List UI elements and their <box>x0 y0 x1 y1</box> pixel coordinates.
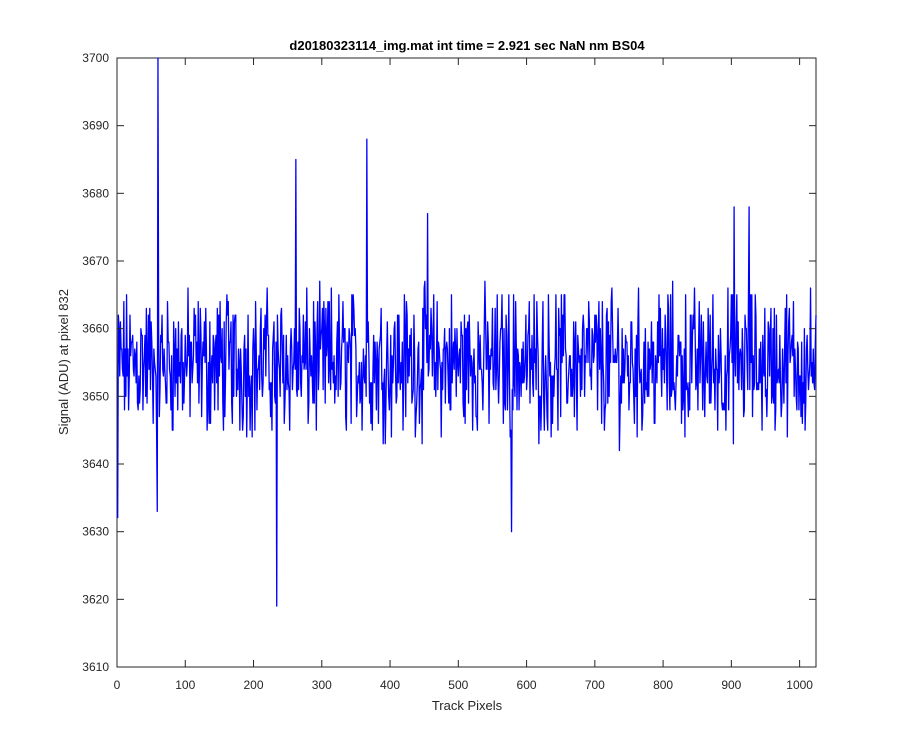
x-tick-label: 900 <box>721 678 741 692</box>
y-tick-label: 3690 <box>82 119 109 133</box>
series-line <box>117 57 817 607</box>
x-tick-label: 1000 <box>786 678 813 692</box>
x-axis-ticks: 0 100 200 300 400 500 600 700 800 900 1000 <box>114 58 813 692</box>
y-tick-label: 3680 <box>82 186 109 200</box>
x-tick-label: 100 <box>175 678 195 692</box>
y-axis-ticks: 3610 3620 3630 3640 3650 3660 3670 3680 3690 3700 <box>82 51 816 674</box>
y-tick-label: 3620 <box>82 592 109 606</box>
y-tick-label: 3670 <box>82 254 109 268</box>
x-tick-label: 800 <box>653 678 673 692</box>
x-tick-label: 500 <box>448 678 468 692</box>
x-tick-label: 200 <box>244 678 264 692</box>
series-group <box>117 57 817 607</box>
y-tick-label: 3640 <box>82 457 109 471</box>
y-tick-label: 3660 <box>82 322 109 336</box>
y-tick-label: 3650 <box>82 389 109 403</box>
y-tick-label: 3630 <box>82 525 109 539</box>
plot-area: 0 100 200 300 400 500 600 700 800 900 1000 3610 362… <box>82 51 817 692</box>
x-tick-label: 0 <box>114 678 121 692</box>
x-tick-label: 400 <box>380 678 400 692</box>
x-tick-label: 300 <box>312 678 332 692</box>
y-tick-label: 3700 <box>82 51 109 65</box>
x-axis-label: Track Pixels <box>432 698 503 713</box>
chart-title: d20180323114_img.mat int time = 2.921 se… <box>289 38 645 53</box>
x-tick-label: 600 <box>517 678 537 692</box>
x-tick-label: 700 <box>585 678 605 692</box>
y-tick-label: 3610 <box>82 660 109 674</box>
y-axis-label: Signal (ADU) at pixel 832 <box>56 289 71 435</box>
